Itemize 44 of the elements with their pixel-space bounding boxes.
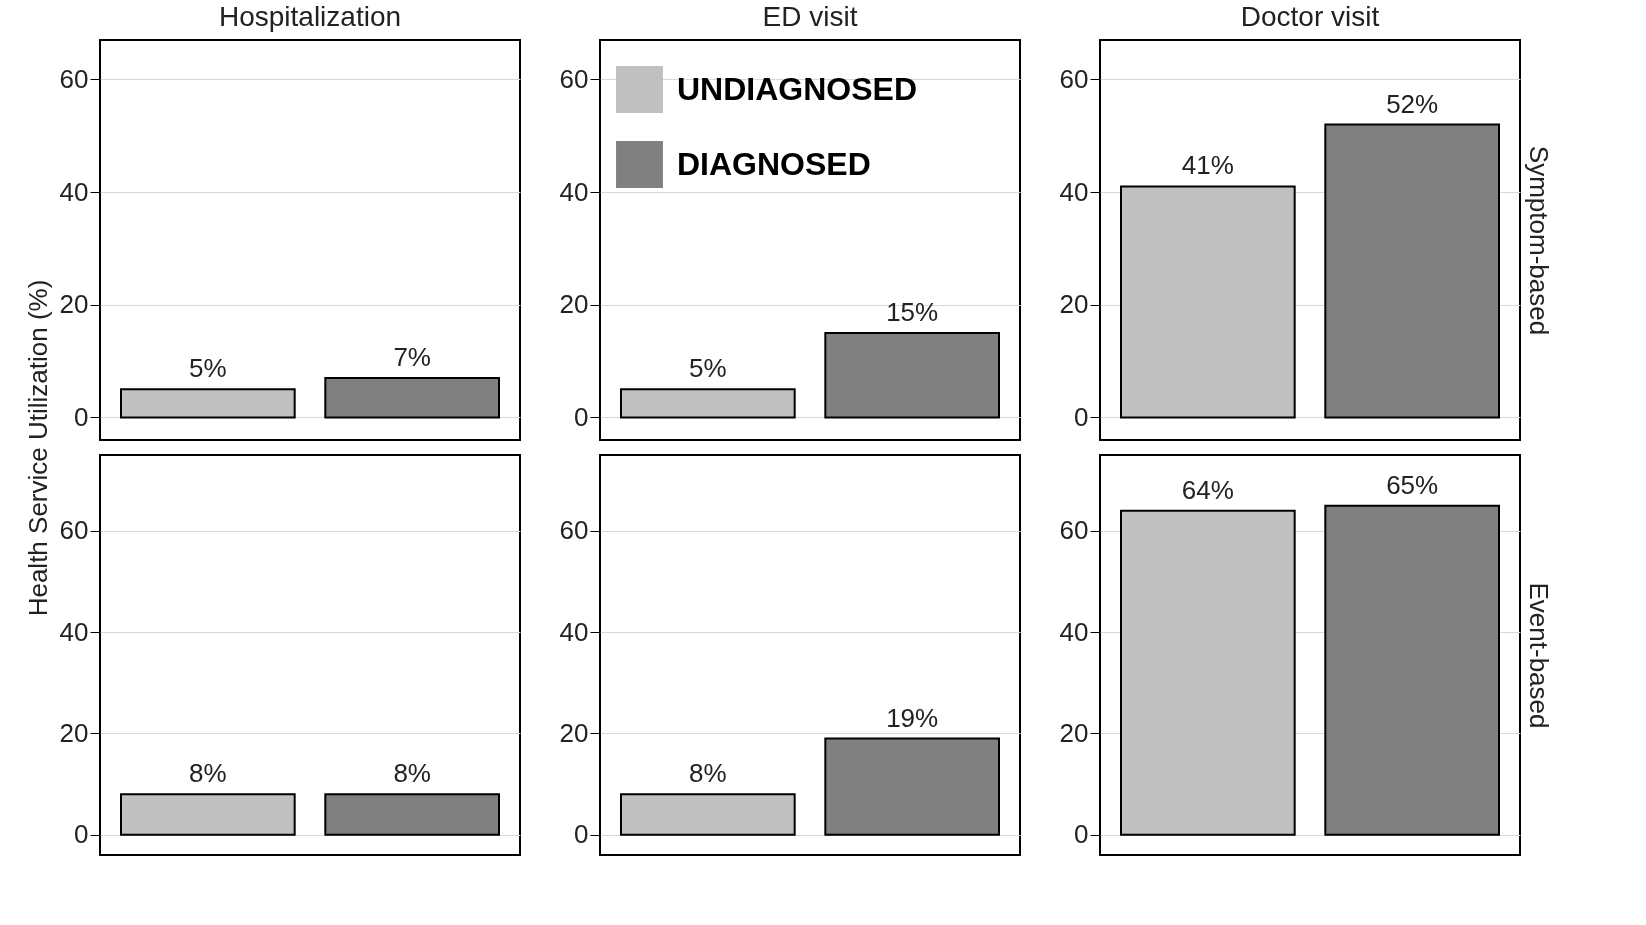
chart-title: Doctor visit <box>1240 1 1380 32</box>
y-tick-label: 40 <box>1059 176 1089 207</box>
y-tick-label: 40 <box>59 616 89 647</box>
y2-axis-title: Event-based <box>1523 582 1554 729</box>
data-label: 8% <box>689 758 727 789</box>
data-label: 15% <box>886 296 939 327</box>
y2-axis-title: Symptom-based <box>1523 145 1554 336</box>
y-tick-label: 60 <box>59 63 89 94</box>
y-axis-title: Health Service Utilization (%) <box>22 279 54 616</box>
data-label: 41% <box>1181 150 1234 181</box>
chart-title: Hospitalization <box>218 1 402 32</box>
data-label: 19% <box>886 702 939 733</box>
data-label: 7% <box>393 342 431 373</box>
y-tick-label: 20 <box>1059 289 1089 320</box>
y-tick-label: 0 <box>1074 401 1089 432</box>
y-tick-label: 20 <box>59 289 89 320</box>
y-tick-label: 60 <box>1059 63 1089 94</box>
y-tick-label: 0 <box>574 401 589 432</box>
y-tick-label: 60 <box>59 515 89 546</box>
y-tick-label: 0 <box>74 819 89 850</box>
data-label: 8% <box>189 758 227 789</box>
y-tick-label: 0 <box>74 401 89 432</box>
legend-label: DIAGNOSED <box>677 145 871 182</box>
y-tick-label: 20 <box>59 717 89 748</box>
y-tick-label: 40 <box>559 616 589 647</box>
y-tick-label: 60 <box>1059 515 1089 546</box>
data-label: 64% <box>1181 474 1234 505</box>
y-tick-label: 0 <box>574 819 589 850</box>
data-label: 52% <box>1386 88 1439 119</box>
data-label: 8% <box>393 758 431 789</box>
y-tick-label: 40 <box>1059 616 1089 647</box>
chart-title: ED visit <box>762 1 858 32</box>
data-label: 65% <box>1386 469 1439 500</box>
data-label: 5% <box>689 353 727 384</box>
y-tick-label: 20 <box>1059 717 1089 748</box>
y-tick-label: 0 <box>1074 819 1089 850</box>
y-tick-label: 60 <box>559 63 589 94</box>
legend-label: UNDIAGNOSED <box>677 70 918 107</box>
y-tick-label: 40 <box>59 176 89 207</box>
y-tick-label: 60 <box>559 515 589 546</box>
y-tick-label: 20 <box>559 717 589 748</box>
y-tick-label: 20 <box>559 289 589 320</box>
data-label: 5% <box>189 353 227 384</box>
y-tick-label: 40 <box>559 176 589 207</box>
